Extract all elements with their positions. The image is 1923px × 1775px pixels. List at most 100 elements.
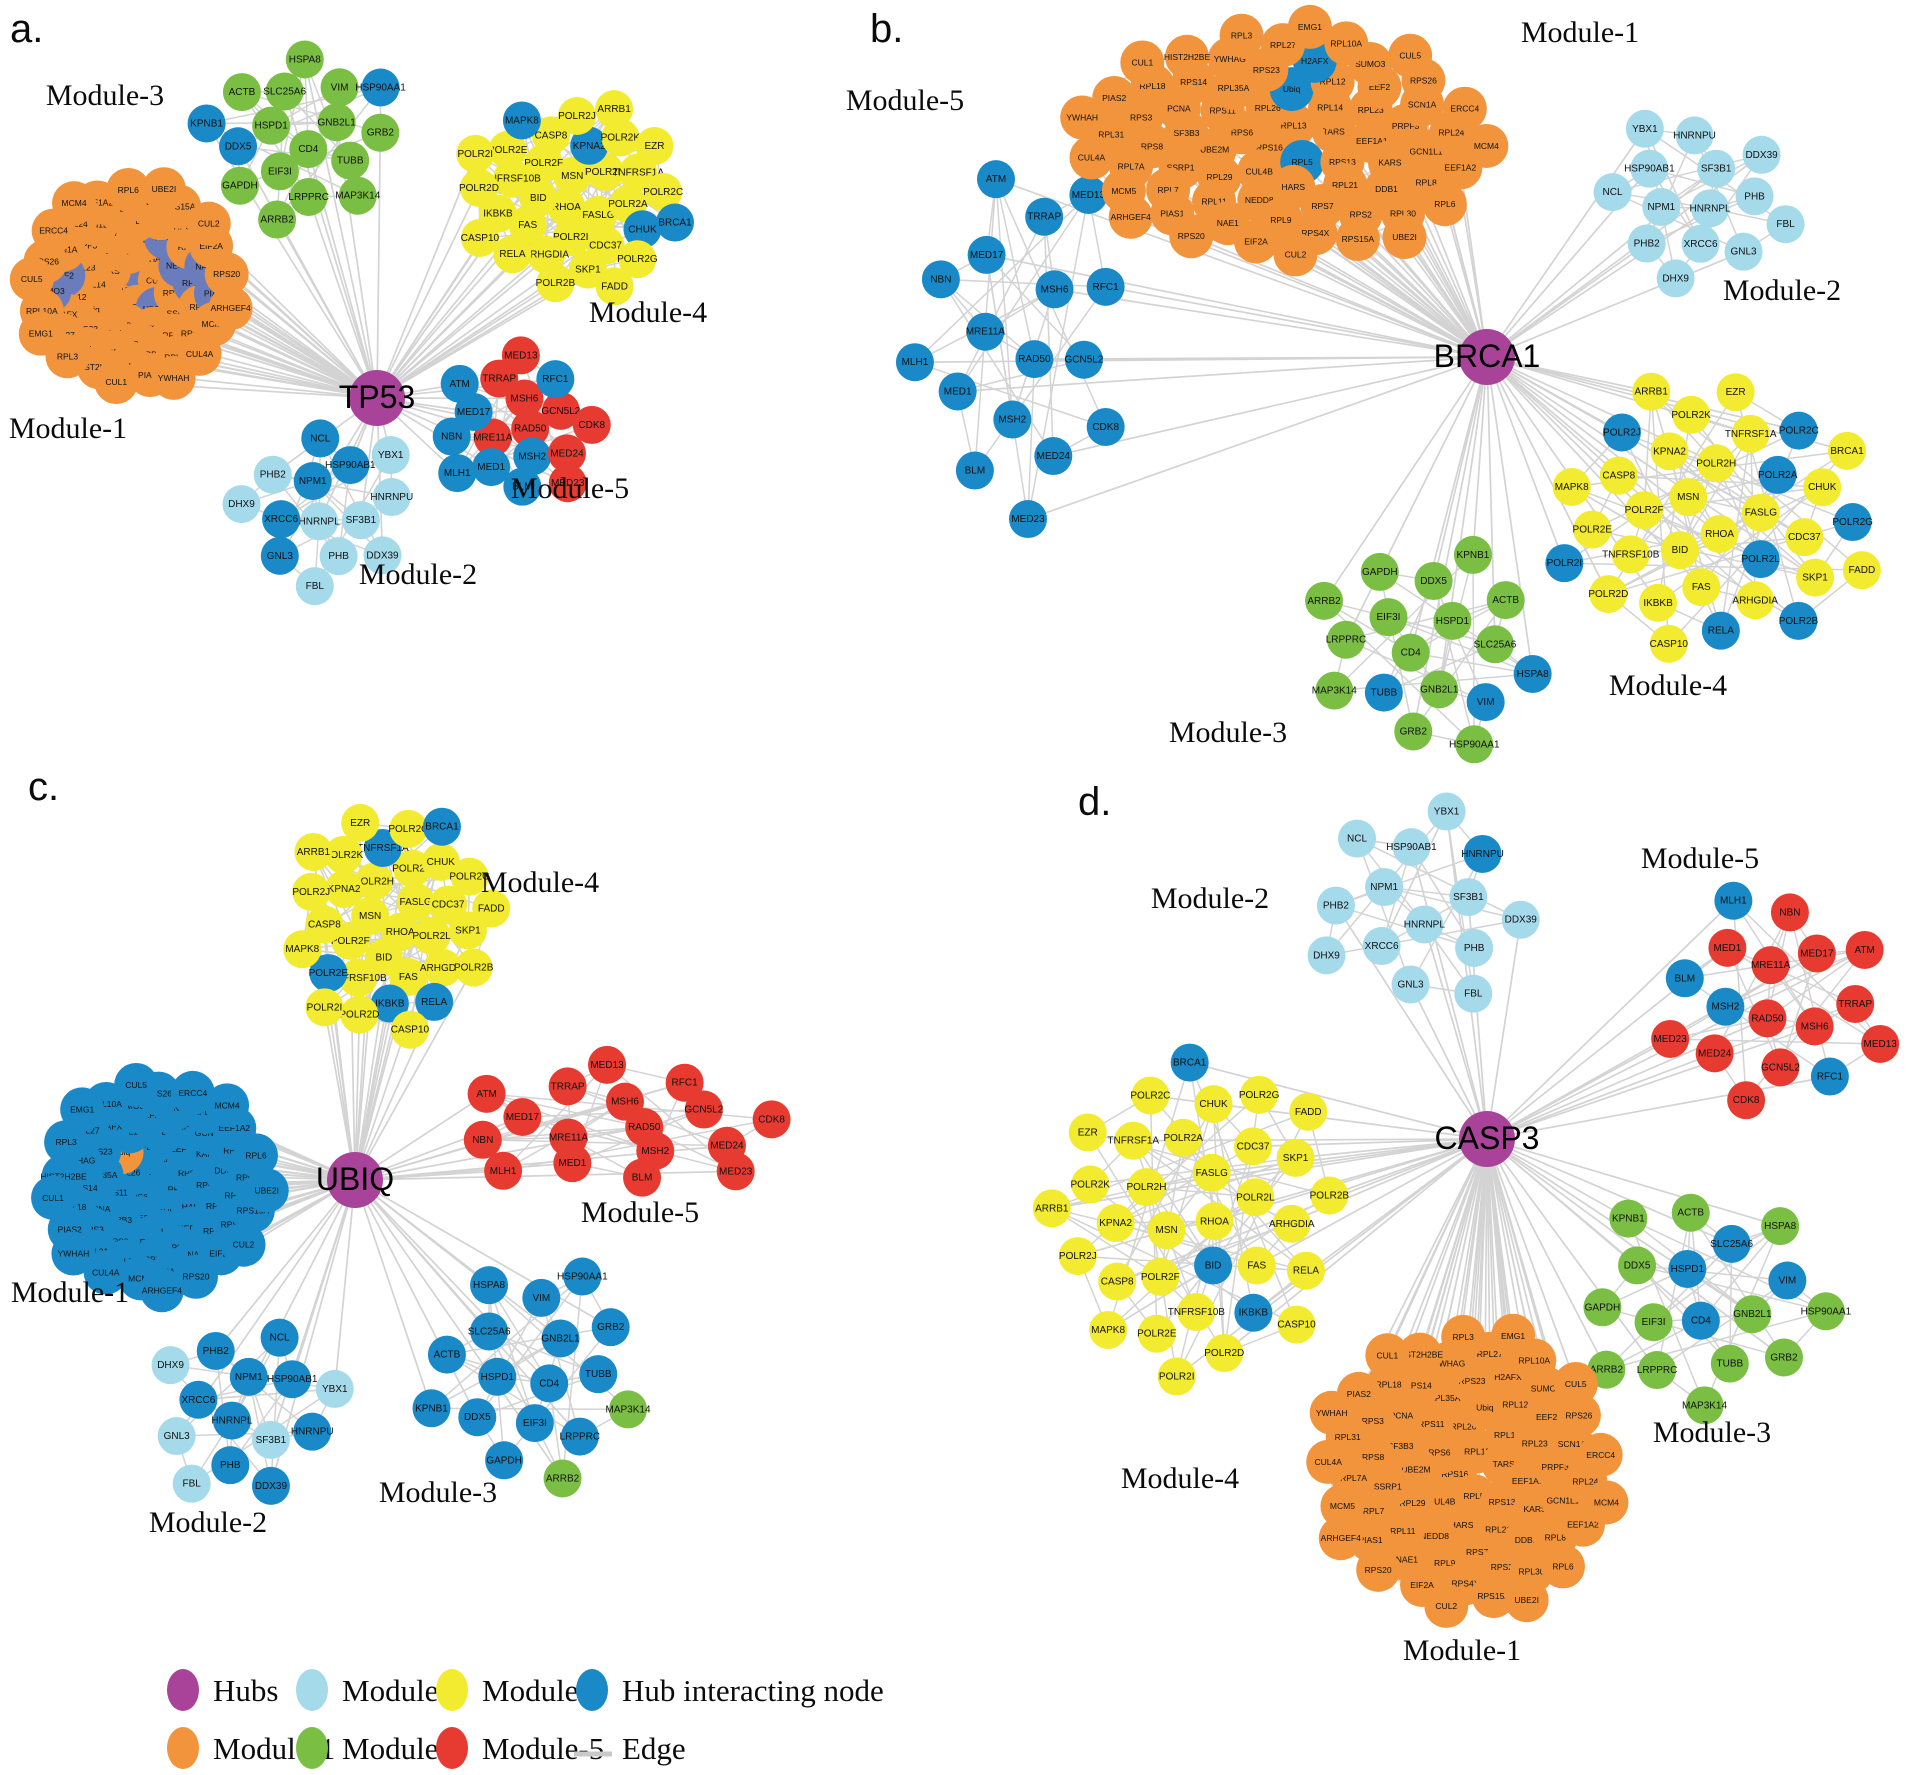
node-ATM[interactable] (1845, 930, 1884, 969)
node-EZR[interactable] (341, 803, 380, 842)
node-YWHAH[interactable] (51, 1231, 96, 1276)
node-KPNB1[interactable] (187, 104, 226, 143)
node-HSPA8[interactable] (1761, 1207, 1800, 1246)
node-NBN[interactable] (1770, 893, 1809, 932)
node-EIF3I[interactable] (1369, 598, 1408, 637)
node-CD4[interactable] (1681, 1301, 1720, 1340)
node-FASLG[interactable] (1192, 1153, 1231, 1192)
node-CDC37[interactable] (1785, 518, 1824, 557)
node-PHB2[interactable] (196, 1331, 235, 1370)
node-CASP8[interactable] (531, 116, 570, 155)
node-POLR2H[interactable] (354, 862, 393, 901)
node-TRRAP[interactable] (1025, 197, 1064, 236)
node-CASP10[interactable] (390, 1010, 429, 1049)
node-RFC1[interactable] (665, 1063, 704, 1102)
node-TNFRSF1A[interactable] (1731, 414, 1770, 453)
node-MSH2[interactable] (993, 400, 1032, 439)
node-RFC1[interactable] (1086, 267, 1125, 306)
node-POLR2J[interactable] (1058, 1237, 1097, 1276)
node-CUL5[interactable] (1553, 1362, 1598, 1407)
node-SKP1[interactable] (1796, 558, 1835, 597)
node-RAD50[interactable] (1015, 340, 1054, 379)
node-PHB[interactable] (319, 537, 358, 576)
node-MSN[interactable] (553, 156, 592, 195)
node-HSP90AA1[interactable] (361, 68, 400, 107)
node-ARRB2[interactable] (258, 200, 297, 239)
node-MAP3K14[interactable] (609, 1390, 648, 1429)
node-NPM1[interactable] (1642, 188, 1681, 227)
node-YBX1[interactable] (315, 1369, 354, 1408)
node-ATM[interactable] (440, 364, 479, 403)
node-ERCC4[interactable] (1578, 1432, 1623, 1477)
node-ARHGEF4[interactable] (1318, 1516, 1363, 1561)
node-BLM[interactable] (955, 451, 994, 490)
node-EZR[interactable] (1716, 373, 1755, 412)
node-KPNA2[interactable] (325, 870, 364, 909)
node-HIST2H2BE[interactable] (1397, 1332, 1442, 1377)
node-BID[interactable] (1194, 1246, 1233, 1285)
node-ARHGDIA[interactable] (527, 235, 566, 274)
node-POLR2A[interactable] (1164, 1118, 1203, 1157)
node-MED1[interactable] (938, 372, 977, 411)
node-POLR2C[interactable] (644, 172, 683, 211)
node-RAD50[interactable] (511, 409, 550, 448)
node-TNFRSF1A[interactable] (1114, 1121, 1153, 1160)
node-POLR2I[interactable] (1545, 544, 1584, 583)
node-SF3B1[interactable] (1697, 149, 1736, 188)
node-CASP10[interactable] (1277, 1305, 1316, 1344)
node-POLR2D[interactable] (459, 168, 498, 207)
node-CASP8[interactable] (1599, 456, 1638, 495)
node-POLR2H[interactable] (1127, 1168, 1166, 1207)
node-EIF3I[interactable] (260, 152, 299, 191)
node-MAP3K14[interactable] (1315, 671, 1354, 710)
node-POLR2B[interactable] (454, 948, 493, 987)
hub-node-BRCA1[interactable] (1459, 329, 1515, 385)
node-RFC1[interactable] (536, 360, 575, 399)
node-VIM[interactable] (1466, 683, 1505, 722)
node-YBX1[interactable] (1427, 792, 1466, 831)
node-EZR[interactable] (1068, 1113, 1107, 1152)
node-RPS20[interactable] (204, 252, 249, 297)
node-MED13[interactable] (1069, 175, 1108, 214)
node-DDX39[interactable] (363, 536, 402, 575)
node-FASLG[interactable] (579, 195, 618, 234)
node-DHX9[interactable] (222, 485, 261, 524)
node-CDC37[interactable] (1234, 1127, 1273, 1166)
node-RPL3[interactable] (1441, 1314, 1486, 1359)
node-POLR2K[interactable] (601, 118, 640, 157)
node-HNRNPL[interactable] (212, 1401, 251, 1440)
node-POLR2I[interactable] (1157, 1357, 1196, 1396)
node-YWHAH[interactable] (1060, 95, 1105, 140)
node-MED17[interactable] (1797, 934, 1836, 973)
node-ARRB1[interactable] (1032, 1189, 1071, 1228)
node-ARHGDIA[interactable] (423, 948, 462, 987)
node-CUL2[interactable] (221, 1222, 266, 1267)
node-CDK8[interactable] (572, 405, 611, 444)
node-HSP90AB1[interactable] (1630, 149, 1669, 188)
node-FADD[interactable] (1289, 1092, 1328, 1131)
node-GAPDH[interactable] (485, 1441, 524, 1480)
node-HSP90AA1[interactable] (1806, 1292, 1845, 1331)
node-POLR2I[interactable] (305, 988, 344, 1027)
node-RPL10A[interactable] (1324, 21, 1369, 66)
node-HSP90AB1[interactable] (331, 446, 370, 485)
node-NCL[interactable] (301, 419, 340, 458)
node-NCL[interactable] (1338, 819, 1377, 858)
node-YWHAH[interactable] (151, 355, 196, 400)
node-IKBKB[interactable] (1639, 583, 1678, 622)
node-YWHAH[interactable] (1309, 1390, 1354, 1435)
node-EZR[interactable] (635, 127, 674, 166)
node-POLR2B[interactable] (1779, 601, 1818, 640)
node-MCM4[interactable] (1464, 123, 1509, 168)
node-ARRB1[interactable] (1632, 372, 1671, 411)
node-NBN[interactable] (921, 260, 960, 299)
node-MCM5[interactable] (1320, 1484, 1365, 1529)
node-MSH2[interactable] (1706, 987, 1745, 1026)
node-MED17[interactable] (967, 235, 1006, 274)
node-CUL1[interactable] (31, 1175, 76, 1220)
node-MRE11A[interactable] (966, 312, 1005, 351)
node-POLR2B[interactable] (536, 264, 575, 303)
node-YBX1[interactable] (1625, 109, 1664, 148)
node-FADD[interactable] (595, 267, 634, 306)
node-HSPD1[interactable] (478, 1357, 517, 1396)
